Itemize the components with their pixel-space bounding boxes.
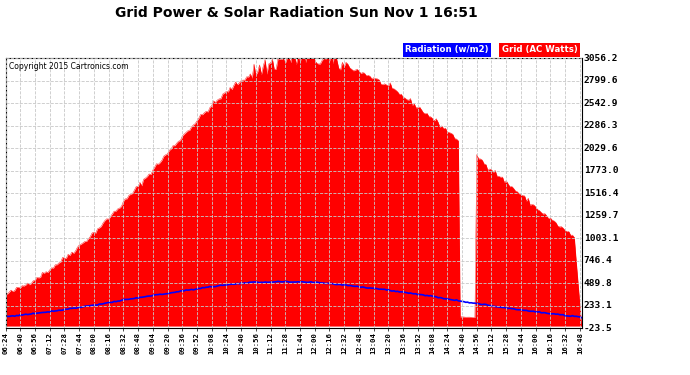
Text: 746.4: 746.4 <box>584 256 613 265</box>
Text: 2029.6: 2029.6 <box>584 144 618 153</box>
Text: Grid (AC Watts): Grid (AC Watts) <box>502 45 578 54</box>
Text: 1003.1: 1003.1 <box>584 234 618 243</box>
Text: 2542.9: 2542.9 <box>584 99 618 108</box>
Text: 2799.6: 2799.6 <box>584 76 618 85</box>
Text: Radiation (w/m2): Radiation (w/m2) <box>405 45 489 54</box>
Text: 233.1: 233.1 <box>584 301 613 310</box>
Text: -23.5: -23.5 <box>584 324 613 333</box>
Text: 1773.0: 1773.0 <box>584 166 618 175</box>
Text: 1259.7: 1259.7 <box>584 211 618 220</box>
Text: Grid Power & Solar Radiation Sun Nov 1 16:51: Grid Power & Solar Radiation Sun Nov 1 1… <box>115 6 478 20</box>
Text: 1516.4: 1516.4 <box>584 189 618 198</box>
Text: 489.8: 489.8 <box>584 279 613 288</box>
Text: 2286.3: 2286.3 <box>584 121 618 130</box>
Text: Copyright 2015 Cartronics.com: Copyright 2015 Cartronics.com <box>9 62 128 71</box>
Text: 3056.2: 3056.2 <box>584 54 618 63</box>
